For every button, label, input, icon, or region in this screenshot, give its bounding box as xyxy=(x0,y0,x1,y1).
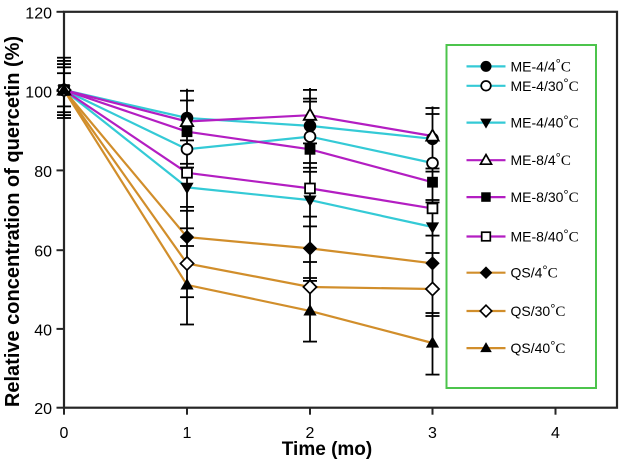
svg-text:120: 120 xyxy=(25,5,52,22)
svg-text:60: 60 xyxy=(34,244,52,261)
svg-text:ME-8/4°C: ME-8/4°C xyxy=(511,150,571,169)
svg-text:80: 80 xyxy=(34,164,52,181)
svg-text:0: 0 xyxy=(60,425,69,442)
svg-text:ME-8/30°C: ME-8/30°C xyxy=(511,187,579,206)
svg-text:4: 4 xyxy=(551,425,560,442)
svg-text:100: 100 xyxy=(25,85,52,102)
svg-text:QS/40°C: QS/40°C xyxy=(511,338,566,357)
svg-text:ME-8/40°C: ME-8/40°C xyxy=(511,226,579,245)
svg-text:Time (mo): Time (mo) xyxy=(282,439,372,460)
svg-text:2: 2 xyxy=(306,425,315,442)
svg-text:ME-4/40°C: ME-4/40°C xyxy=(511,112,579,131)
svg-text:3: 3 xyxy=(428,425,437,442)
svg-text:QS/30°C: QS/30°C xyxy=(511,301,566,320)
svg-text:Relative concentration of quer: Relative concentration of quercetin (%) xyxy=(2,36,24,407)
svg-text:ME-4/30°C: ME-4/30°C xyxy=(511,76,579,95)
svg-text:ME-4/4°C: ME-4/4°C xyxy=(511,56,571,75)
svg-text:1: 1 xyxy=(183,425,192,442)
svg-text:QS/4°C: QS/4°C xyxy=(511,263,558,282)
svg-text:20: 20 xyxy=(34,401,52,418)
svg-text:40: 40 xyxy=(34,322,52,339)
